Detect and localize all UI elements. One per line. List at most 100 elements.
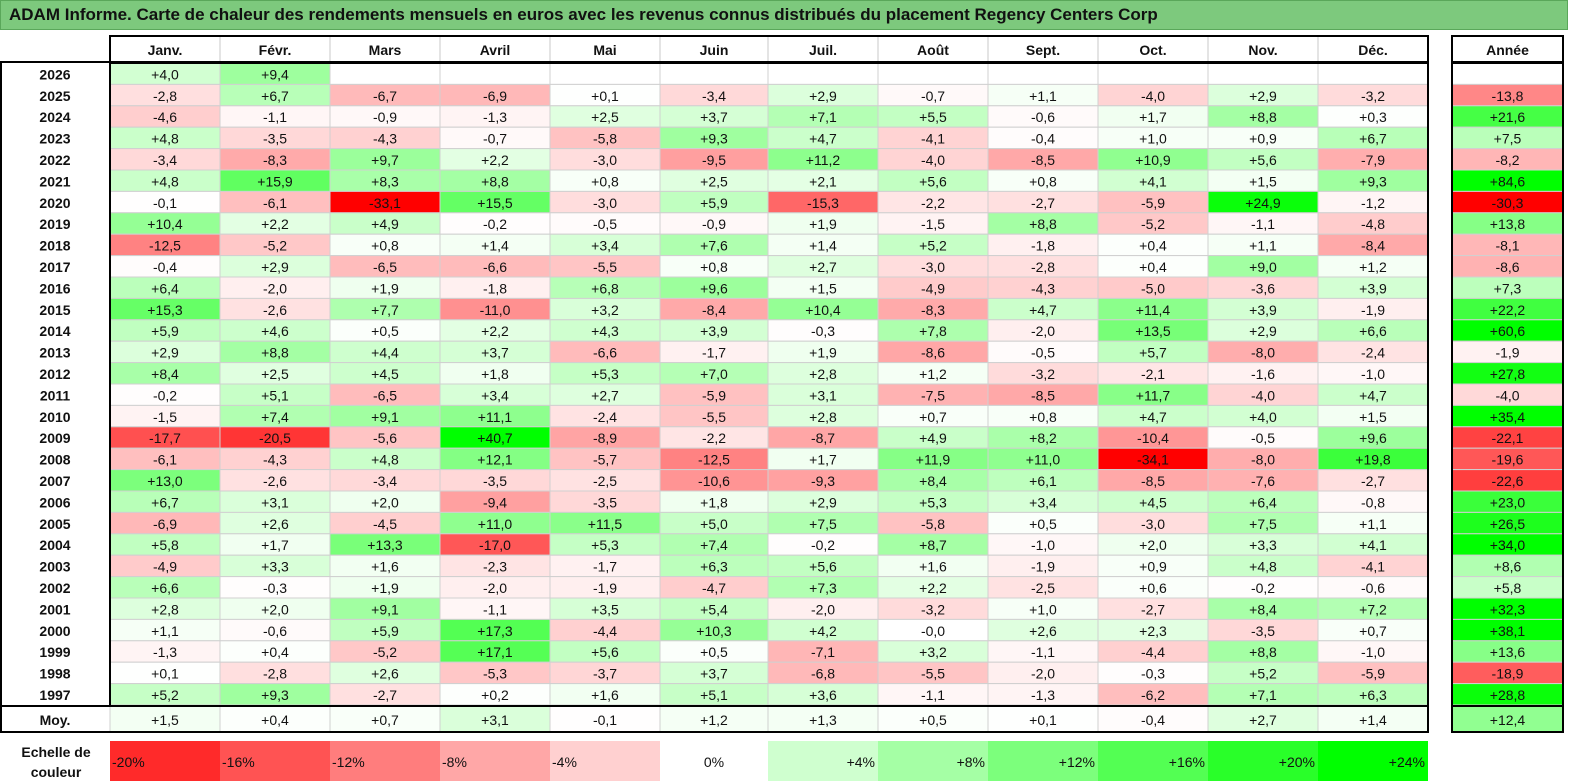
year-total-value: +22,2 [1490, 302, 1526, 318]
cell-value: +11,0 [478, 516, 513, 532]
row-year-label: 2021 [39, 173, 70, 189]
cell-value: +6,4 [1249, 494, 1277, 510]
year-total-value: +23,0 [1490, 494, 1526, 510]
scale-step-label: 0% [704, 754, 724, 770]
month-header: Déc. [1358, 42, 1388, 58]
cell-value: +6,8 [591, 280, 619, 296]
cell-value: +3,1 [809, 387, 837, 403]
cell-value: +3,4 [481, 387, 509, 403]
cell-value: -7,6 [1251, 473, 1275, 489]
cell-value: +3,9 [700, 323, 728, 339]
cell-value: +1,5 [1359, 409, 1387, 425]
cell-value: -12,5 [149, 238, 181, 254]
cell-value: -5,0 [1141, 280, 1165, 296]
cell-value: -3,0 [593, 195, 617, 211]
cell-value: +6,3 [700, 559, 728, 575]
cell-value: -3,2 [1361, 88, 1385, 104]
row-year-label: 2013 [39, 345, 70, 361]
year-total-value: +34,0 [1490, 537, 1526, 553]
month-header-cell [767, 35, 879, 63]
cell-value: +15,3 [147, 302, 183, 318]
cell-value: +4,7 [809, 131, 837, 147]
cell-value: +5,2 [919, 238, 947, 254]
cell-value: +2,2 [481, 323, 509, 339]
scale-step-label: +12% [1059, 754, 1095, 770]
average-cell [767, 705, 879, 733]
cell-value: +0,1 [591, 88, 619, 104]
cell-value: +40,7 [477, 430, 513, 446]
year-total-value: +13,8 [1490, 216, 1526, 232]
cell-value: -6,9 [483, 88, 507, 104]
cell-value: +3,5 [591, 601, 619, 617]
cell-value: +4,1 [1359, 537, 1387, 553]
cell-value: +24,9 [1245, 195, 1281, 211]
average-label: Moy. [40, 712, 71, 728]
cell-value: +11,7 [1136, 387, 1171, 403]
cell-value: +8,8 [481, 173, 509, 189]
cell-value: -0,5 [593, 216, 617, 232]
cell-value: +9,3 [1359, 173, 1387, 189]
month-header: Juil. [809, 42, 837, 58]
cell-value: -0,6 [263, 623, 287, 639]
cell-value: +4,5 [1139, 494, 1167, 510]
cell-value: +0,5 [700, 644, 728, 660]
cell-value: -5,3 [483, 666, 507, 682]
cell-value: +2,9 [809, 88, 837, 104]
row-year-label: 2024 [39, 109, 70, 125]
year-header: Année [1486, 42, 1529, 58]
cell-value: +0,4 [261, 644, 289, 660]
cell-value: -7,5 [921, 387, 945, 403]
cell-value: +7,3 [809, 580, 837, 596]
cell-value: -34,1 [1137, 452, 1169, 468]
cell-value: -9,3 [811, 473, 835, 489]
cell-value: +4,8 [151, 131, 179, 147]
cell-value: -0,0 [921, 623, 945, 639]
cell-value: +2,1 [809, 173, 837, 189]
cell-value: +8,7 [919, 537, 947, 553]
cell-value: -6,1 [263, 195, 287, 211]
cell-value: +9,1 [371, 409, 399, 425]
cell-value: -0,9 [702, 216, 726, 232]
cell-value: -2,2 [921, 195, 945, 211]
cell-value: +10,3 [696, 623, 732, 639]
cell-value: -4,9 [153, 559, 177, 575]
cell-value: -1,7 [593, 559, 617, 575]
heatmap-cell [549, 62, 661, 85]
cell-value: +2,8 [151, 601, 179, 617]
cell-value: +3,4 [1029, 494, 1057, 510]
cell-value: +9,3 [700, 131, 728, 147]
cell-value: -0,2 [811, 537, 835, 553]
cell-value: -2,7 [1141, 601, 1165, 617]
cell-value: -0,3 [263, 580, 287, 596]
row-year-label: 1999 [39, 644, 70, 660]
cell-value: +1,8 [481, 366, 509, 382]
month-header-cell [659, 35, 769, 63]
cell-value: -6,8 [811, 666, 835, 682]
cell-value: +1,5 [809, 280, 837, 296]
cell-value: -4,0 [1251, 387, 1275, 403]
cell-value: +7,5 [1249, 516, 1277, 532]
year-header-cell [1451, 35, 1564, 63]
average-value: -0,1 [593, 712, 617, 728]
cell-value: +6,3 [1359, 687, 1387, 703]
cell-value: +5,6 [919, 173, 947, 189]
month-header: Oct. [1139, 42, 1166, 58]
cell-value: +0,8 [700, 259, 728, 275]
scale-step-label: +24% [1389, 754, 1425, 770]
row-year-label: 2025 [39, 88, 70, 104]
cell-value: +8,2 [1029, 430, 1057, 446]
year-total-value: +35,4 [1490, 409, 1526, 425]
cell-value: +5,0 [700, 516, 728, 532]
cell-value: +0,2 [481, 687, 509, 703]
cell-value: +7,4 [261, 409, 289, 425]
cell-value: -8,7 [811, 430, 835, 446]
cell-value: +9,1 [371, 601, 399, 617]
chart-title: ADAM Informe. Carte de chaleur des rende… [0, 0, 1568, 30]
cell-value: -15,3 [807, 195, 839, 211]
scale-swatch [660, 741, 768, 781]
cell-value: -4,0 [921, 152, 945, 168]
cell-value: +9,6 [1359, 430, 1387, 446]
cell-value: -3,0 [921, 259, 945, 275]
year-total-value: -8,2 [1495, 152, 1519, 168]
cell-value: +6,6 [151, 580, 179, 596]
